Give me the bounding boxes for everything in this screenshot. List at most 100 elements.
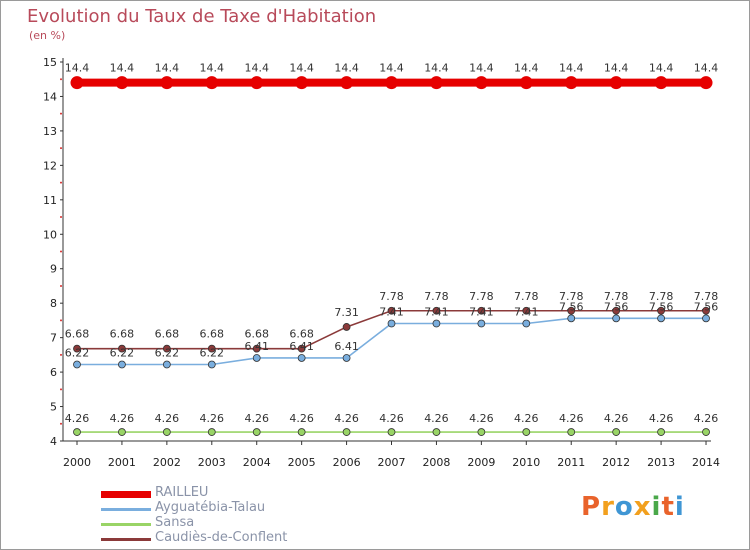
unit-label: (en %): [29, 29, 66, 42]
data-point-railleu: [115, 76, 129, 90]
y-minor-tick: [60, 250, 62, 253]
data-point-sansa: [207, 428, 216, 436]
data-point-caudi-s-de-conflent: [387, 306, 396, 315]
data-label-sansa: 4.26: [604, 412, 629, 425]
data-label-ayguat-bia-talau: 7.41: [469, 306, 494, 319]
data-label-sansa: 4.26: [289, 412, 314, 425]
data-point-railleu: [519, 76, 533, 90]
y-minor-tick: [60, 112, 62, 115]
data-point-sansa: [162, 428, 171, 436]
data-point-caudi-s-de-conflent: [252, 344, 261, 353]
x-tick-label: 2007: [378, 456, 406, 469]
x-tick-label: 2014: [692, 456, 720, 469]
data-label-caudi-s-de-conflent: 6.68: [244, 328, 269, 341]
data-point-ayguat-bia-talau: [118, 360, 126, 369]
logo-letter: o: [614, 492, 634, 522]
logo-letter: i: [651, 492, 662, 522]
data-label-caudi-s-de-conflent: 6.68: [200, 328, 225, 341]
data-point-ayguat-bia-talau: [252, 354, 261, 362]
data-label-caudi-s-de-conflent: 6.68: [65, 328, 90, 341]
data-point-railleu: [474, 76, 488, 90]
legend-item-railleu: RAILLEU: [101, 485, 361, 502]
data-label-caudi-s-de-conflent: 7.78: [559, 290, 584, 303]
data-point-ayguat-bia-talau: [477, 319, 486, 328]
legend-label-sansa: Sansa: [155, 515, 195, 530]
x-tick-label: 2009: [467, 456, 495, 469]
data-label-ayguat-bia-talau: 7.56: [694, 300, 719, 313]
data-point-ayguat-bia-talau: [342, 354, 351, 362]
x-tick-label: 2010: [512, 456, 540, 469]
data-point-sansa: [73, 428, 81, 436]
data-point-railleu: [654, 76, 668, 90]
data-label-railleu: 14.4: [289, 62, 314, 75]
data-label-caudi-s-de-conflent: 6.68: [155, 328, 180, 341]
legend-swatch-railleu: [101, 491, 151, 498]
logo-letter: x: [633, 492, 652, 522]
data-point-caudi-s-de-conflent: [567, 306, 576, 315]
data-label-caudi-s-de-conflent: 7.31: [334, 306, 359, 319]
data-point-railleu: [295, 76, 309, 90]
x-tick-label: 2013: [647, 456, 675, 469]
data-label-railleu: 14.4: [649, 62, 674, 75]
logo-letter: i: [674, 492, 685, 522]
x-tick-label: 2006: [333, 456, 361, 469]
data-point-caudi-s-de-conflent: [702, 306, 710, 315]
data-label-caudi-s-de-conflent: 6.68: [289, 328, 314, 341]
data-label-caudi-s-de-conflent: 7.78: [424, 290, 449, 303]
proxiti-logo: Proxiti: [581, 492, 685, 522]
data-point-sansa: [297, 428, 306, 436]
data-label-caudi-s-de-conflent: 7.78: [604, 290, 629, 303]
data-point-ayguat-bia-talau: [522, 319, 531, 328]
y-minor-tick: [60, 284, 62, 287]
data-point-sansa: [252, 428, 261, 436]
data-point-ayguat-bia-talau: [297, 354, 306, 362]
data-label-caudi-s-de-conflent: 7.78: [469, 290, 494, 303]
data-label-caudi-s-de-conflent: 7.78: [649, 290, 674, 303]
x-tick-label: 2005: [288, 456, 316, 469]
data-point-railleu: [429, 76, 443, 90]
y-tick-label: 11: [43, 194, 57, 207]
y-minor-tick: [60, 147, 62, 150]
y-tick-label: 13: [43, 125, 57, 138]
data-point-caudi-s-de-conflent: [522, 306, 531, 315]
data-point-sansa: [567, 428, 576, 436]
data-label-railleu: 14.4: [694, 62, 719, 75]
data-label-ayguat-bia-talau: 7.41: [514, 306, 539, 319]
data-label-railleu: 14.4: [110, 62, 135, 75]
legend-label-railleu: RAILLEU: [155, 485, 209, 500]
data-point-railleu: [340, 76, 354, 90]
data-label-railleu: 14.4: [334, 62, 359, 75]
x-tick-label: 2003: [198, 456, 226, 469]
data-point-sansa: [477, 428, 486, 436]
data-point-caudi-s-de-conflent: [73, 344, 81, 353]
data-point-railleu: [70, 76, 84, 90]
data-point-railleu: [564, 76, 578, 90]
data-label-sansa: 4.26: [110, 412, 135, 425]
y-tick-label: 4: [50, 435, 57, 448]
data-point-sansa: [657, 428, 665, 436]
data-label-sansa: 4.26: [155, 412, 180, 425]
data-point-caudi-s-de-conflent: [297, 344, 306, 353]
x-tick-label: 2000: [63, 456, 91, 469]
data-point-caudi-s-de-conflent: [432, 306, 441, 315]
x-tick-label: 2008: [422, 456, 450, 469]
data-point-railleu: [250, 76, 264, 90]
data-labels: 4.26 4.26 4.26 4.26 4.26 4.26 4.26 4.26 4.26 4.26…: [65, 62, 719, 425]
data-label-railleu: 14.4: [244, 62, 269, 75]
data-label-ayguat-bia-talau: 6.22: [200, 347, 225, 360]
data-label-sansa: 4.26: [559, 412, 584, 425]
data-point-railleu: [699, 76, 713, 90]
legend-item-sansa: Sansa: [101, 515, 361, 532]
legend-label-caudies-de-conflent: Caudiès-de-Conflent: [155, 530, 288, 545]
data-point-railleu: [160, 76, 174, 90]
data-point-sansa: [432, 428, 441, 436]
legend-label-ayguatebia-talau: Ayguatébia-Talau: [155, 500, 266, 515]
data-label-ayguat-bia-talau: 6.41: [244, 340, 269, 353]
chart-title: Evolution du Taux de Taxe d'Habitation: [27, 6, 377, 27]
y-tick-label: 15: [43, 56, 57, 69]
data-label-sansa: 4.26: [379, 412, 404, 425]
data-label-sansa: 4.26: [65, 412, 90, 425]
data-label-sansa: 4.26: [334, 412, 359, 425]
legend-item-caudies-de-conflent: Caudiès-de-Conflent: [101, 530, 361, 547]
